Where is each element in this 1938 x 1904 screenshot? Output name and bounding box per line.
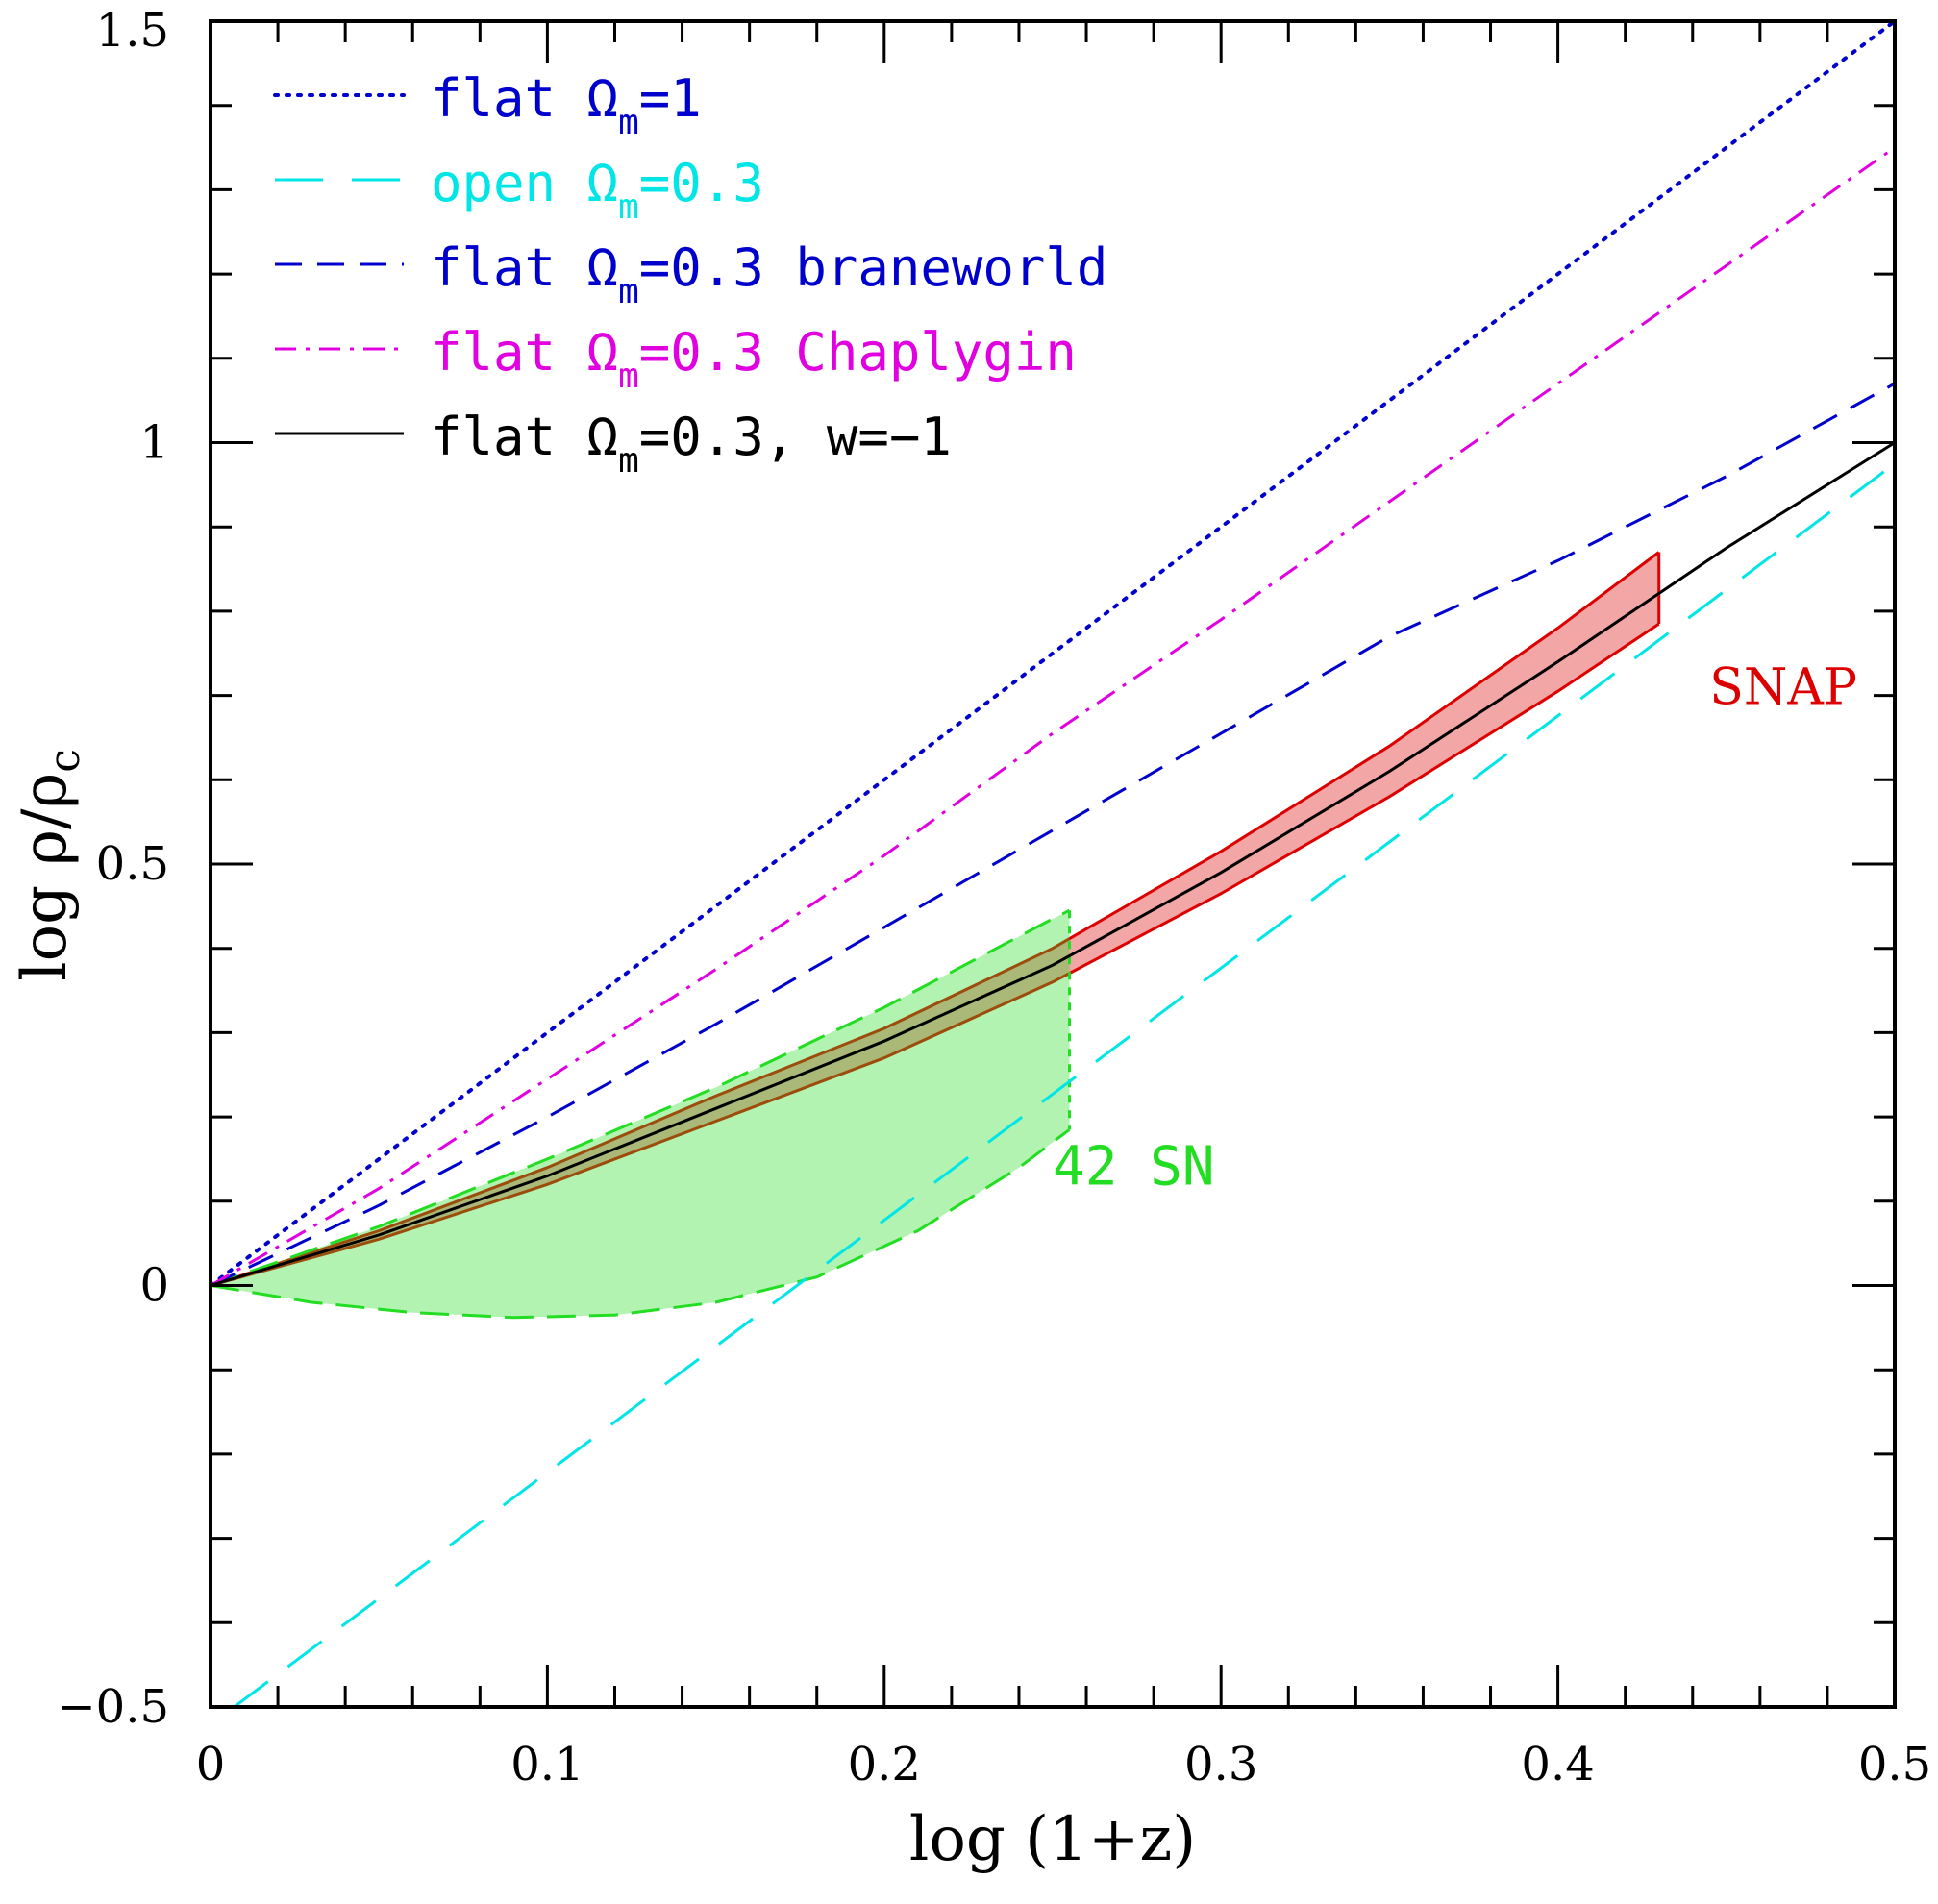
x-tick-label: 0 xyxy=(196,1738,226,1792)
series-line-1 xyxy=(211,21,1895,1288)
y-tick-label: 1 xyxy=(139,416,169,470)
band-lower-2 xyxy=(211,1128,1071,1320)
x-tick-label: 0.5 xyxy=(1858,1738,1931,1792)
y-tick-label: −0.5 xyxy=(57,1680,169,1734)
ticks-layer: 0 0.1 0.2 0.3 0.4 0.5 −0.5 0 0.5 1 1.5 xyxy=(57,4,1931,1792)
y-tick-label: 1.5 xyxy=(96,4,169,58)
legend-label-4: flat Ωm=0.3 Chaplygin xyxy=(431,322,1077,396)
band-upper-2 xyxy=(211,908,1071,1287)
y-axis-title-main: log ρ/ρ xyxy=(10,773,81,981)
x-tick-label: 0.4 xyxy=(1521,1738,1594,1792)
series-layer xyxy=(211,21,1895,1707)
y-axis-title: log ρ/ρc xyxy=(10,749,89,981)
y-tick-label: 0 xyxy=(139,1259,169,1313)
annotations: SNAP 42 SN xyxy=(1053,658,1857,1198)
legend-label-5: flat Ωm=0.3, w=−1 xyxy=(431,407,952,481)
legend-label-2: open Ωm=0.3 xyxy=(431,153,764,227)
annotation-2: 42 SN xyxy=(1053,1135,1215,1198)
series-line-5 xyxy=(211,441,1895,1287)
legend-label-1: flat Ωm=1 xyxy=(431,68,702,142)
legend: flat Ωm=1 open Ωm=0.3 flat Ωm=0.3 branewor… xyxy=(273,68,1107,481)
x-axis-title: log (1+z) xyxy=(909,1804,1196,1875)
x-tick-label: 0.3 xyxy=(1184,1738,1257,1792)
band-upper-1 xyxy=(211,551,1660,1287)
band-lower-1 xyxy=(211,622,1660,1287)
legend-label-3: flat Ωm=0.3 braneworld xyxy=(431,237,1107,311)
annotation-1: SNAP xyxy=(1709,658,1857,716)
x-tick-label: 0.2 xyxy=(848,1738,921,1792)
y-axis-title-sub: c xyxy=(40,749,89,773)
series-line-3 xyxy=(211,382,1895,1287)
x-tick-label: 0.1 xyxy=(510,1738,584,1792)
series-line-4 xyxy=(211,146,1895,1287)
y-tick-label: 0.5 xyxy=(96,837,169,891)
band-fill-2 xyxy=(211,910,1070,1318)
series-line-2 xyxy=(233,462,1895,1707)
